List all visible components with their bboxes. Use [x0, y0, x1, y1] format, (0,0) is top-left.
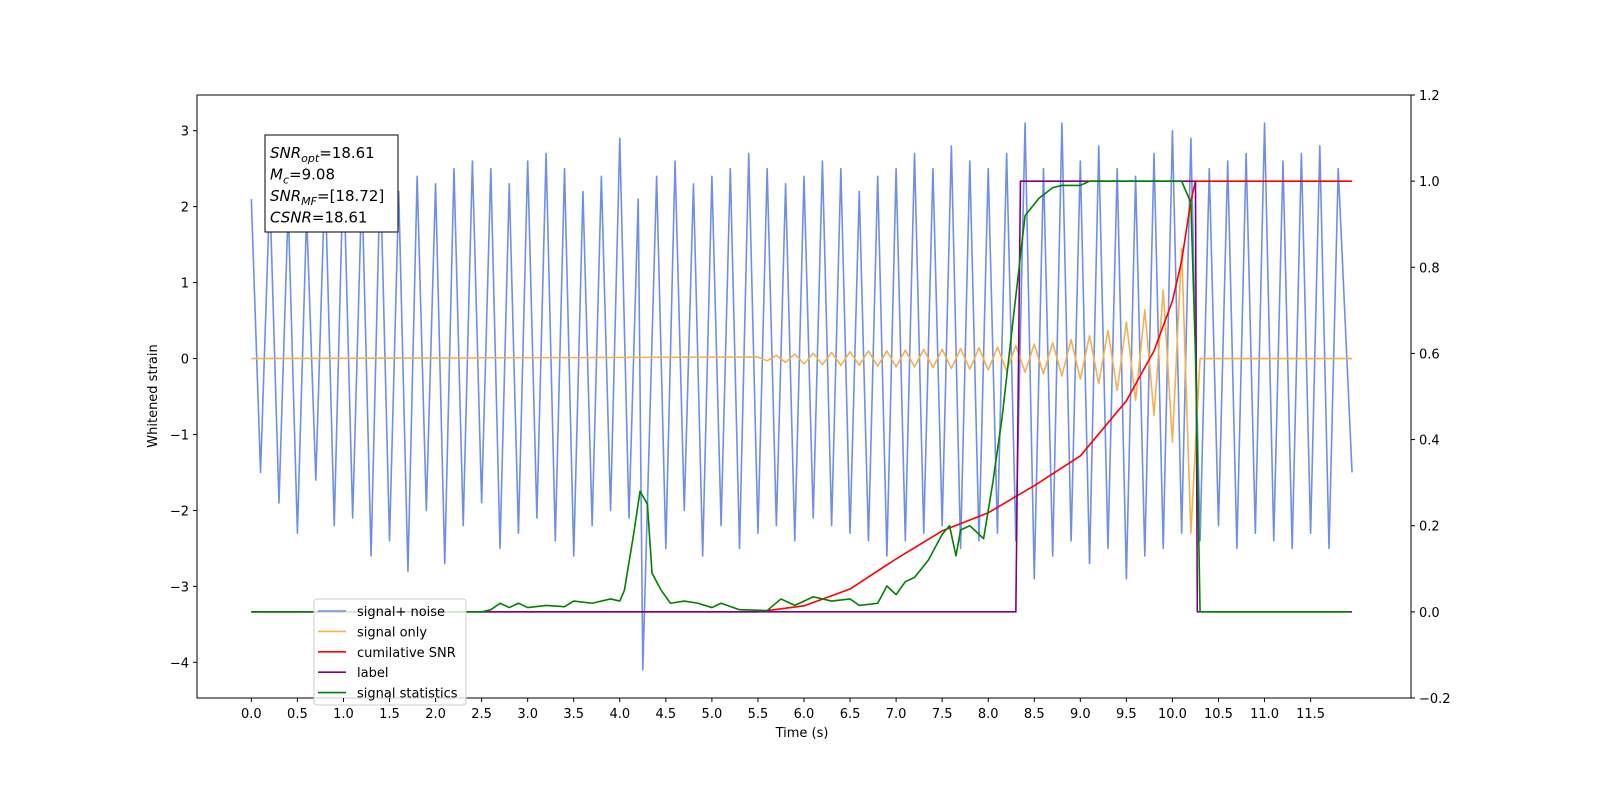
y-tick-label: −3 [170, 580, 189, 595]
x-tick-label: 4.5 [655, 707, 676, 722]
y2-tick-label: 1.2 [1419, 89, 1440, 104]
x-tick-label: 0.0 [241, 707, 262, 722]
x-tick-label: 11.0 [1250, 707, 1279, 722]
y2-tick-label: 1.0 [1419, 175, 1440, 190]
x-tick-label: 6.0 [794, 707, 815, 722]
annotation-value: =[18.72] [317, 187, 384, 205]
annotation-text: Mc=9.08 [270, 166, 335, 187]
annotation-subscript: c [283, 174, 289, 187]
legend-frame [313, 598, 467, 706]
y-tick-label: 0 [181, 353, 189, 368]
x-axis-label: Time (s) [775, 726, 829, 741]
y2-tick-label: 0.0 [1419, 606, 1440, 621]
y2-tick-label: 0.4 [1419, 434, 1440, 449]
annotation-symbol: CSNR [270, 209, 312, 227]
y-tick-label: 2 [181, 201, 189, 216]
x-tick-label: 3.0 [517, 707, 538, 722]
x-tick-label: 9.5 [1116, 707, 1137, 722]
legend-label: label [357, 666, 388, 681]
annotation-text: SNRMF=[18.72] [270, 187, 384, 208]
legend-label: signal only [357, 625, 427, 640]
legend-label: signal+ noise [357, 605, 445, 620]
legend-label: signal statistics [357, 687, 458, 702]
y2-tick-label: −0.2 [1419, 692, 1451, 707]
annotation-symbol: M [270, 166, 283, 184]
x-tick-label: 10.0 [1158, 707, 1187, 722]
annotation-value: =9.08 [289, 166, 335, 184]
x-tick-label: 2.0 [425, 707, 446, 722]
annotation-subscript: MF [301, 195, 317, 208]
annotation-box: SNRopt=18.61Mc=9.08SNRMF=[18.72]CSNR=18.… [264, 134, 399, 233]
y-tick-label: 1 [181, 277, 189, 292]
y-tick-label: −2 [170, 504, 189, 519]
y-tick-label: −4 [170, 656, 189, 671]
legend-label: cumilative SNR [357, 646, 456, 661]
legend: signal+ noise signal only cumilative SNR la… [313, 598, 467, 706]
x-tick-label: 0.5 [287, 707, 308, 722]
y-tick-label: 3 [181, 125, 189, 140]
x-tick-label: 6.5 [840, 707, 861, 722]
series-line [251, 180, 1353, 613]
annotation-value: =18.61 [319, 144, 375, 162]
x-tick-label: 10.5 [1204, 707, 1233, 722]
y2-tick-label: 0.2 [1419, 520, 1440, 535]
annotation-symbol: SNR [270, 144, 301, 162]
y2-tick-label: 0.6 [1419, 347, 1440, 362]
annotation-text: CSNR=18.61 [270, 209, 367, 227]
x-tick-label: 1.0 [333, 707, 354, 722]
annotation-subscript: opt [301, 152, 320, 165]
x-tick-label: 11.5 [1296, 707, 1325, 722]
annotation-text: SNRopt=18.61 [270, 144, 375, 165]
series-line [251, 247, 1353, 534]
x-tick-label: 5.5 [748, 707, 769, 722]
x-tick-label: 2.5 [471, 707, 492, 722]
x-tick-label: 4.0 [609, 707, 630, 722]
x-tick-label: 7.5 [932, 707, 953, 722]
x-tick-label: 8.0 [978, 707, 999, 722]
x-tick-label: 3.5 [563, 707, 584, 722]
x-tick-label: 8.5 [1024, 707, 1045, 722]
annotation-value: =18.61 [312, 209, 368, 227]
y-axis-label: Whitened strain [146, 344, 161, 447]
x-tick-label: 9.0 [1070, 707, 1091, 722]
y2-tick-label: 0.8 [1419, 261, 1440, 276]
annotation-symbol: SNR [270, 187, 301, 205]
x-tick-label: 7.0 [886, 707, 907, 722]
x-tick-label: 5.0 [702, 707, 723, 722]
y-tick-label: −1 [170, 428, 189, 443]
annotation-frame [264, 134, 399, 233]
plot-area [250, 122, 1353, 671]
x-tick-label: 1.5 [379, 707, 400, 722]
series-line [251, 180, 1351, 613]
